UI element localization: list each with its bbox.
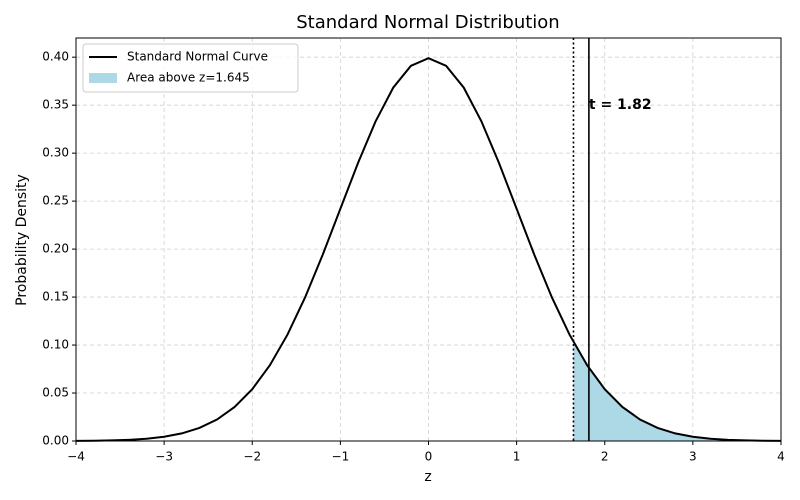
y-tick-label: 0.40	[42, 50, 69, 64]
y-axis-label: Probability Density	[14, 174, 30, 306]
x-tick-label: −4	[67, 450, 85, 464]
y-tick-label: 0.25	[42, 194, 69, 208]
x-tick-label: 2	[601, 450, 609, 464]
x-tick-label: 3	[689, 450, 697, 464]
y-tick-label: 0.05	[42, 386, 69, 400]
legend-label: Area above z=1.645	[127, 71, 250, 85]
x-axis-label: z	[424, 469, 431, 485]
curve	[75, 57, 782, 442]
x-tick-label: −3	[155, 450, 173, 464]
x-tick-label: −2	[243, 450, 261, 464]
plot-frame	[75, 37, 782, 442]
y-tick-label: 0.30	[42, 146, 69, 160]
y-tick-label: 0.20	[42, 242, 69, 256]
x-tick-label: 0	[425, 450, 433, 464]
legend-swatch	[89, 73, 117, 83]
y-tick-label: 0.35	[42, 98, 69, 112]
shaded-area	[573, 342, 781, 441]
y-tick-label: 0.10	[42, 338, 69, 352]
chart-title: Standard Normal Distribution	[296, 12, 559, 33]
x-tick-label: 1	[513, 450, 521, 464]
x-tick-label: −1	[332, 450, 350, 464]
legend-label: Standard Normal Curve	[127, 50, 268, 64]
y-tick-label: 0.15	[42, 290, 69, 304]
legend-box	[82, 43, 299, 93]
y-tick-label: 0.00	[42, 434, 69, 448]
x-tick-label: 4	[777, 450, 785, 464]
annotation: t = 1.82	[589, 97, 652, 113]
